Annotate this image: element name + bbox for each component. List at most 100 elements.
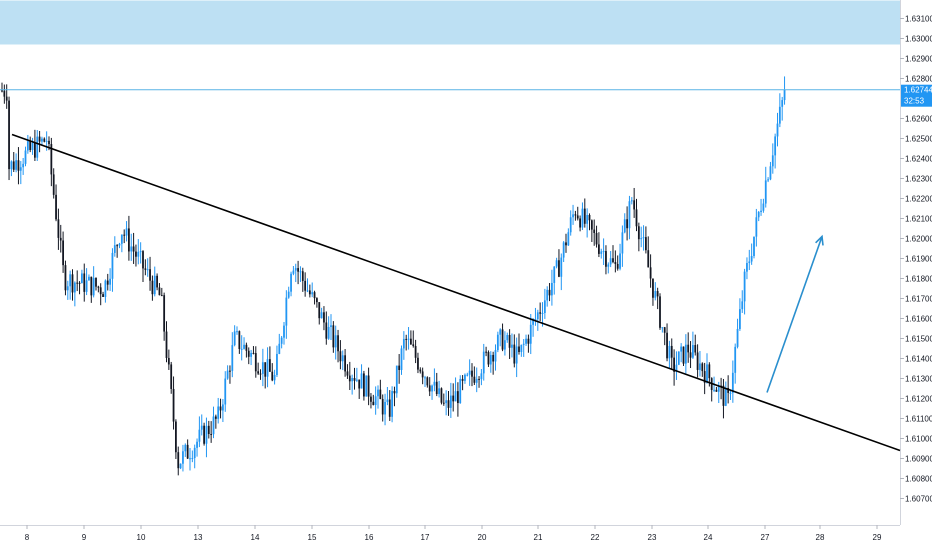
candle-body [743,271,746,302]
candle-body [565,242,567,246]
candle-body [348,375,351,382]
candle-body [405,338,408,340]
candle-body [621,232,624,254]
candle-body [308,290,311,295]
candle-body [264,362,267,377]
candle-body [713,389,715,391]
candle-body [687,344,690,353]
candle-body [668,345,671,359]
candle-body [750,256,753,262]
candle-body [261,362,264,374]
candle-body [703,371,706,383]
countdown-label: 32:53 [904,97,925,106]
candle-body [301,271,304,281]
candle-body [642,237,645,239]
candle-body [179,463,182,469]
candle-body [471,370,473,377]
candle-body [449,395,452,408]
candle-body [419,369,422,372]
candle-body [106,280,109,285]
candle-body [203,425,205,444]
candle-body [38,136,41,142]
candle-body [435,381,438,395]
candle-body [22,163,25,168]
candle-body [572,214,574,218]
candle-body [647,250,650,268]
candle-body [363,373,365,397]
candle-body [332,325,335,348]
candle-body [706,364,708,383]
candle-body [247,350,250,357]
candle-body [128,228,130,252]
y-tick-label: 1.60900 [905,455,932,464]
candle-body [132,246,135,252]
projection-arrow [766,236,823,393]
candle-body [543,300,546,313]
y-tick-label: 1.61200 [905,395,932,404]
candle-body [156,275,158,288]
candle-body [579,218,581,228]
candle-body [595,232,598,245]
x-tick-label: 8 [25,533,30,542]
candle-body [193,447,196,459]
candle-body [189,458,191,460]
y-tick-label: 1.62300 [905,175,932,184]
candle-body [285,297,288,326]
x-tick-label: 13 [194,533,203,542]
candle-body [137,251,140,257]
candle-body [640,238,643,240]
candle-body [123,234,126,236]
candle-body [259,373,262,375]
candle-body [66,286,69,291]
candle-body [346,371,349,376]
candle-body [198,429,201,442]
candle-body [85,280,88,292]
candle-body [518,346,520,353]
candle-body [548,289,551,296]
candle-body [778,106,781,124]
candle-body [287,291,290,298]
candle-body [666,332,668,359]
candle-body [360,373,363,389]
candle-body [95,277,97,287]
candle-body [628,201,631,229]
y-tick-label: 1.60700 [905,495,932,504]
candle-body [590,220,593,230]
candle-body [158,287,161,296]
candle-body [400,348,403,371]
candle-body [633,200,636,210]
candle-body [454,391,457,402]
x-tick-label: 20 [478,533,487,542]
candle-body [355,379,358,381]
candle-body [381,399,384,415]
candle-body [207,425,210,434]
candle-body [659,296,661,328]
candle-body [499,329,502,335]
candle-body [598,244,600,254]
candle-body [428,385,431,392]
candle-body [764,180,767,204]
candle-body [311,292,314,295]
candle-body [273,374,276,381]
candle-body [508,334,511,348]
price-tag-layer: 1.62744 32:53 [901,84,932,107]
candle-body [558,260,560,277]
candle-body [734,346,737,373]
candle-body [717,385,720,392]
candle-body [492,354,495,362]
candle-body [344,355,346,372]
y-tick-label: 1.62000 [905,235,932,244]
candle-body [663,327,666,333]
candle-body [334,335,337,348]
candle-body [652,278,654,298]
candle-body [395,365,398,394]
candle-body [433,381,436,386]
candle-body [102,294,104,297]
candle-body [224,378,227,405]
candle-body [370,396,372,402]
y-tick-label: 1.62100 [905,215,932,224]
candle-body [69,274,72,287]
candle-body [616,263,619,269]
candle-body [656,291,659,297]
